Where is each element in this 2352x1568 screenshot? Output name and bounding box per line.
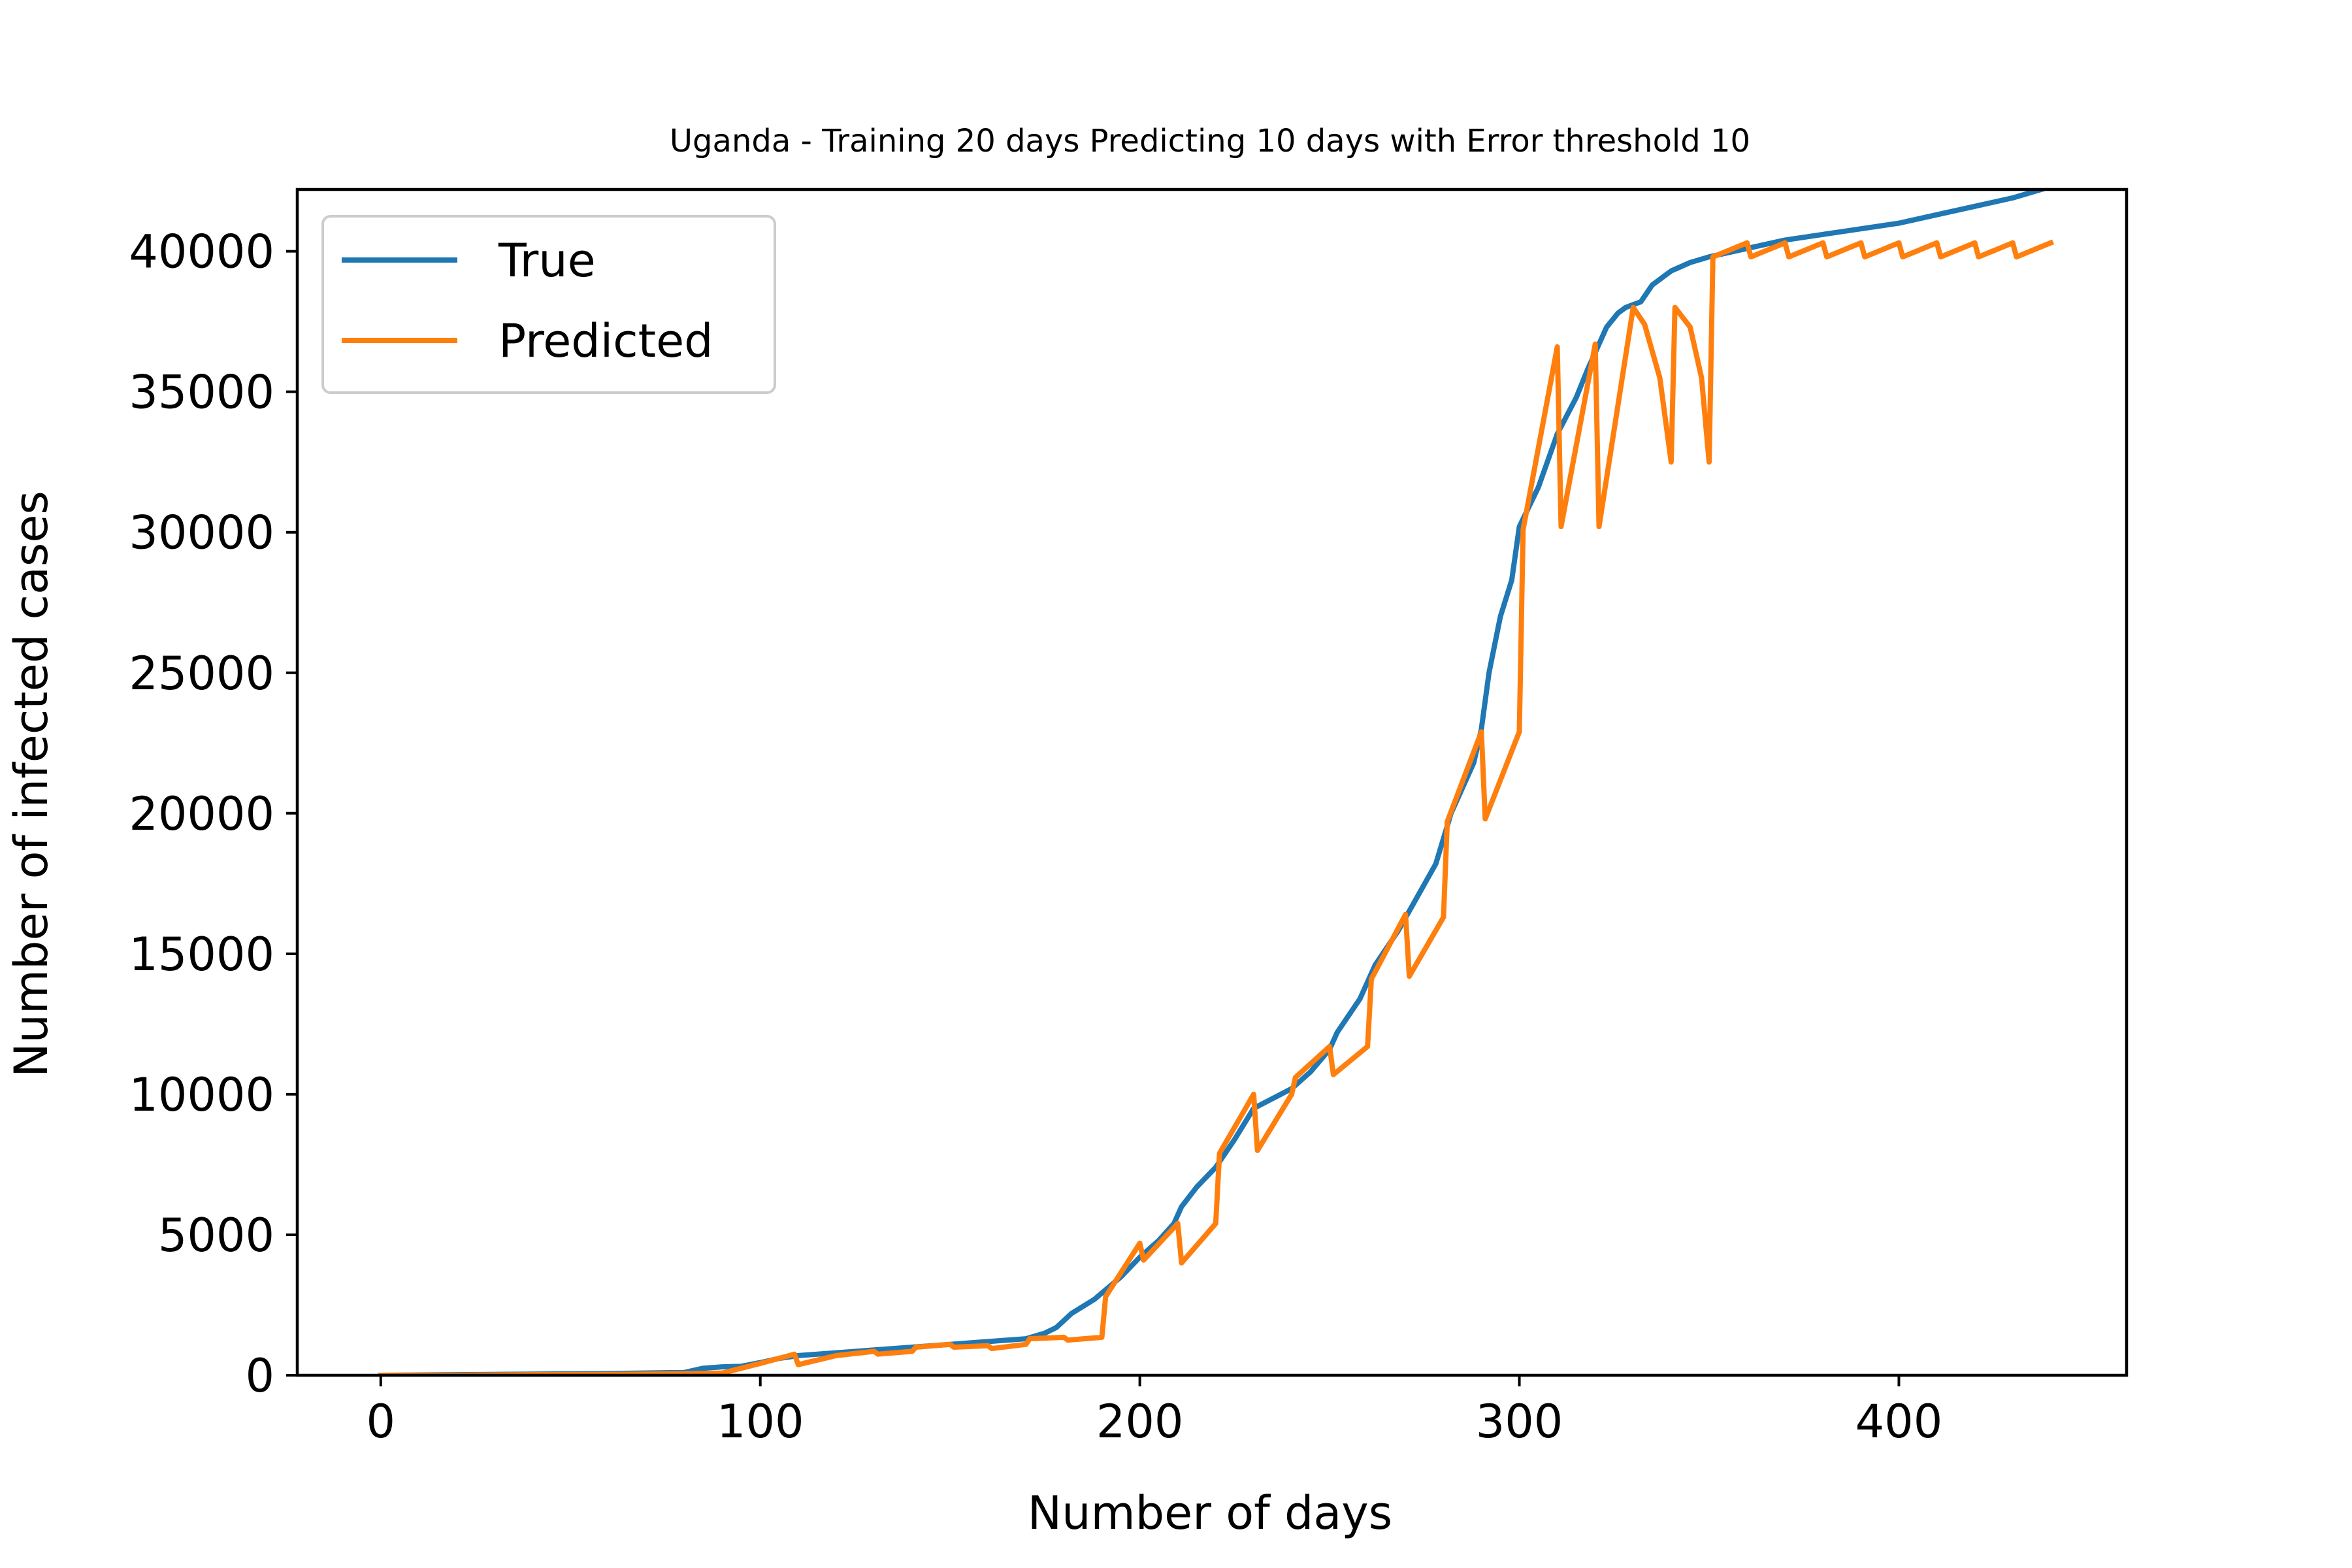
plot-area <box>295 188 2129 1377</box>
legend: True Predicted <box>321 215 776 394</box>
y-tick-label: 35000 <box>129 366 274 419</box>
x-tick-label: 400 <box>1855 1395 1943 1448</box>
x-tick-label: 200 <box>1096 1395 1184 1448</box>
x-axis-label: Number of days <box>1028 1486 1392 1540</box>
chart-title: Uganda - Training 20 days Predicting 10 … <box>670 123 1750 159</box>
legend-label-true: True <box>498 234 596 287</box>
y-tick-label: 15000 <box>129 928 274 981</box>
x-tick-label: 100 <box>717 1395 804 1448</box>
series-layer <box>378 189 2055 1375</box>
y-tick-label: 20000 <box>129 787 274 841</box>
plot-frame <box>295 188 2129 1377</box>
x-axis-ticks: 0 100 200 300 400 <box>367 1375 1943 1448</box>
legend-label-predicted: Predicted <box>498 314 713 368</box>
y-axis-ticks: 0 5000 10000 15000 20000 25000 30000 35000 40000 <box>129 225 297 1403</box>
y-tick-label: 0 <box>245 1349 274 1403</box>
y-tick-label: 10000 <box>129 1068 274 1122</box>
x-tick-label: 0 <box>367 1395 396 1448</box>
y-tick-label: 40000 <box>129 225 274 279</box>
y-tick-label: 30000 <box>129 506 274 560</box>
y-tick-label: 5000 <box>158 1209 274 1262</box>
y-axis-label: Number of infected cases <box>5 491 58 1077</box>
series-line-predicted <box>378 239 2055 1375</box>
y-tick-label: 25000 <box>129 647 274 700</box>
x-tick-label: 300 <box>1476 1395 1563 1448</box>
